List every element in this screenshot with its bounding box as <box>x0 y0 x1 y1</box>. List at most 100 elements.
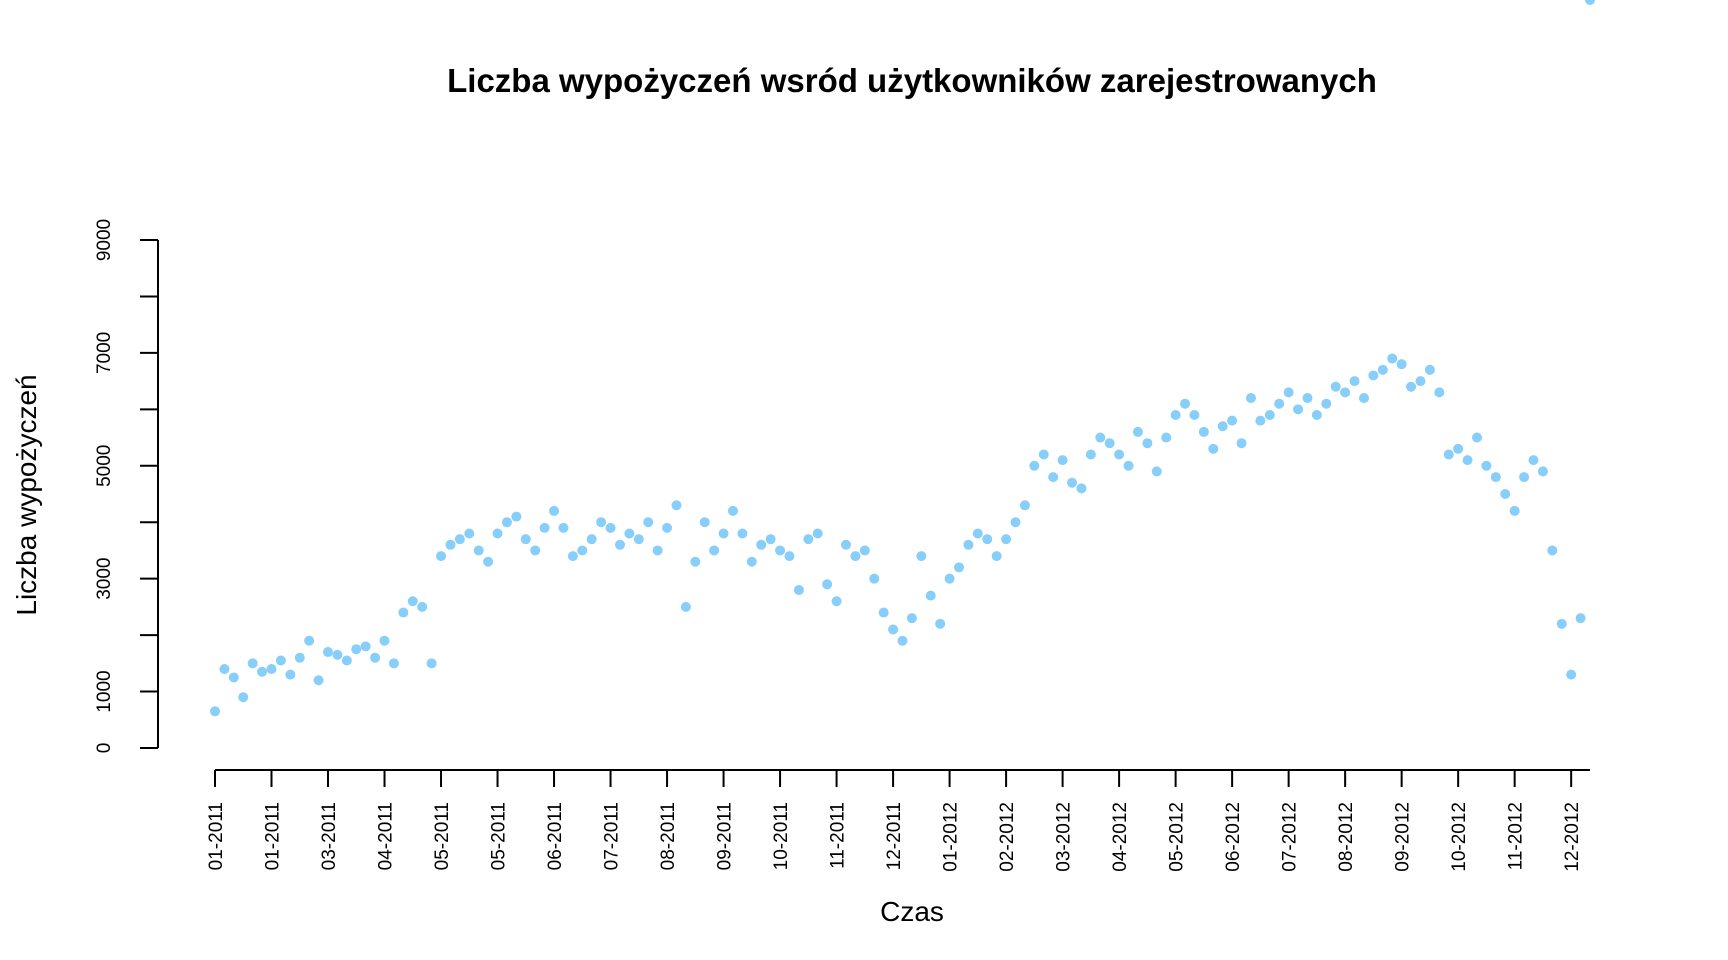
data-point <box>257 666 268 677</box>
data-point <box>765 534 776 545</box>
data-point <box>388 658 399 669</box>
data-point <box>1001 534 1012 545</box>
data-point <box>859 545 870 556</box>
x-tick-label: 07-2012 <box>1280 802 1301 872</box>
data-point <box>840 539 851 550</box>
x-tick-label: 06-2011 <box>545 802 566 870</box>
data-point <box>897 635 908 646</box>
data-point <box>294 652 305 663</box>
data-point <box>1085 449 1096 460</box>
data-point <box>1368 370 1379 381</box>
data-point <box>680 601 691 612</box>
data-point <box>577 545 588 556</box>
x-axis: 01-2011 01-2011 03-2011 04-2011 05-2011 05-20… <box>206 769 1590 872</box>
x-tick-label: 01-2012 <box>941 802 962 872</box>
data-point <box>1406 381 1417 392</box>
data-point <box>1358 393 1369 404</box>
data-point <box>699 517 710 528</box>
x-tick-label: 05-2012 <box>1167 802 1188 872</box>
x-tick-label: 01-2011 <box>206 802 227 870</box>
data-point <box>417 601 428 612</box>
x-tick-label: 11-2011 <box>828 802 849 869</box>
data-point <box>238 692 249 703</box>
data-point <box>1217 421 1228 432</box>
x-tick-label: 04-2012 <box>1110 802 1131 872</box>
data-point <box>360 641 371 652</box>
data-point <box>1471 432 1482 443</box>
data-point <box>398 607 409 618</box>
data-point <box>888 624 899 635</box>
data-point <box>370 652 381 663</box>
x-axis-label: Czas <box>880 896 944 927</box>
data-point <box>1387 353 1398 364</box>
data-point <box>1349 376 1360 387</box>
y-axis-label: Liczba wypożyczeń <box>11 374 42 615</box>
data-point <box>492 528 503 539</box>
y-tick-label: 9000 <box>94 219 115 261</box>
data-point <box>1010 517 1021 528</box>
data-point <box>285 669 296 680</box>
data-point <box>1067 477 1078 488</box>
data-point <box>624 528 635 539</box>
data-point <box>1245 393 1256 404</box>
data-point <box>1537 466 1548 477</box>
data-point <box>1236 438 1247 449</box>
data-point <box>304 635 315 646</box>
data-point <box>1443 449 1454 460</box>
data-point <box>991 551 1002 562</box>
x-tick-label: 10-2011 <box>771 802 792 870</box>
x-tick-label: 06-2012 <box>1223 802 1244 872</box>
data-point <box>1076 483 1087 494</box>
data-point <box>662 522 673 533</box>
data-point <box>228 672 239 683</box>
data-point <box>633 534 644 545</box>
x-tick-label: 02-2012 <box>997 802 1018 872</box>
data-point <box>1377 364 1388 375</box>
x-tick-label: 11-2012 <box>1506 802 1527 870</box>
data-point <box>219 663 230 674</box>
data-point <box>332 649 343 660</box>
data-point <box>982 534 993 545</box>
x-tick-label: 05-2011 <box>432 802 453 870</box>
data-point <box>1302 393 1313 404</box>
data-point <box>1189 409 1200 420</box>
data-point <box>1198 426 1209 437</box>
data-point <box>812 528 823 539</box>
data-point <box>1434 387 1445 398</box>
data-point <box>511 511 522 522</box>
data-point <box>351 644 362 655</box>
y-tick-label: 1000 <box>94 670 115 712</box>
data-points <box>210 0 1595 717</box>
x-tick-label: 03-2012 <box>1054 802 1075 872</box>
data-point <box>323 647 334 658</box>
data-point <box>379 635 390 646</box>
data-point <box>727 505 738 516</box>
data-point <box>803 534 814 545</box>
data-point <box>1575 613 1586 624</box>
data-point <box>1321 398 1332 409</box>
data-point <box>1104 438 1115 449</box>
data-point <box>341 655 352 666</box>
data-point <box>737 528 748 539</box>
data-point <box>1424 364 1435 375</box>
data-point <box>426 658 437 669</box>
data-point <box>925 590 936 601</box>
x-tick-label: 09-2012 <box>1393 802 1414 872</box>
data-point <box>1180 398 1191 409</box>
data-point <box>878 607 889 618</box>
data-point <box>530 545 541 556</box>
data-point <box>963 539 974 550</box>
data-point <box>473 545 484 556</box>
x-tick-label: 07-2011 <box>602 802 623 870</box>
data-point <box>210 706 220 717</box>
data-point <box>1114 449 1125 460</box>
data-point <box>652 545 663 556</box>
data-point <box>643 517 654 528</box>
data-point <box>1161 432 1172 443</box>
data-point <box>1132 426 1143 437</box>
data-point <box>746 556 757 567</box>
data-point <box>501 517 512 528</box>
data-point <box>1330 381 1341 392</box>
x-tick-label: 01-2011 <box>263 802 284 870</box>
data-point <box>1151 466 1162 477</box>
